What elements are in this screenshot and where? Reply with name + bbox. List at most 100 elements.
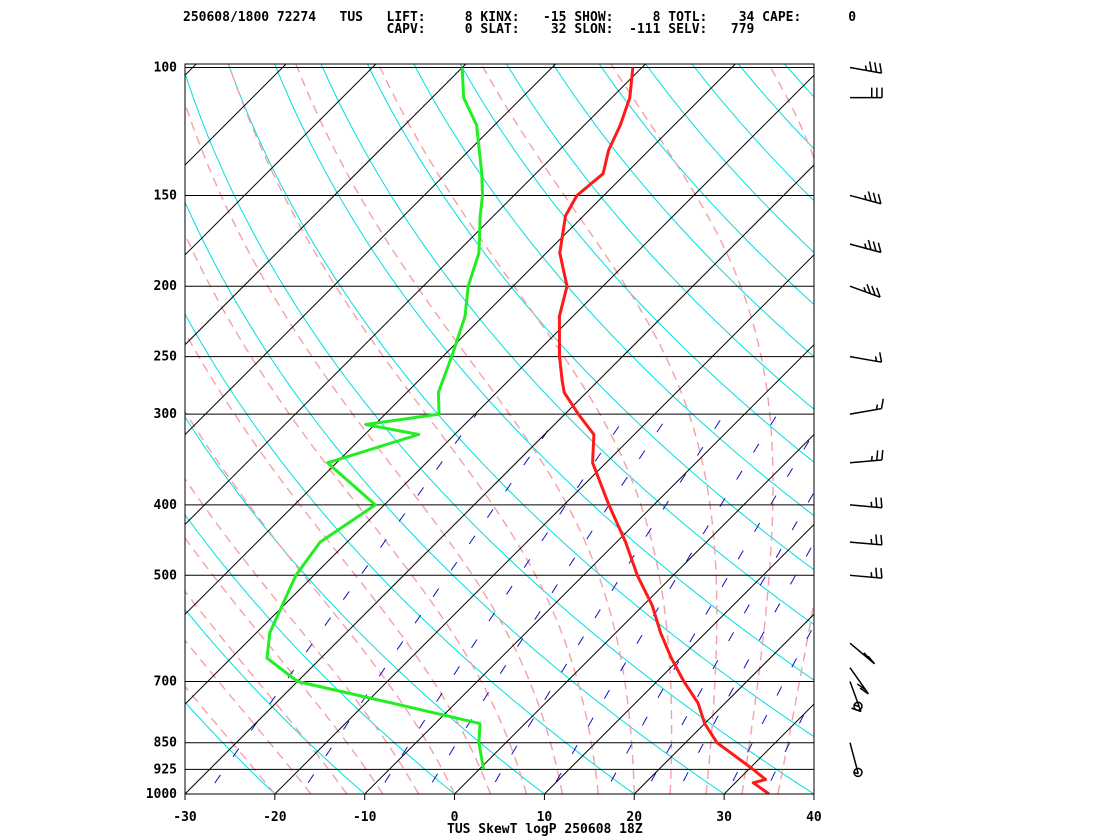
isotherm	[543, 523, 814, 794]
dry-adiabat	[185, 793, 186, 794]
dry-adiabat	[185, 701, 276, 794]
temperature-tick-label: -30	[173, 810, 197, 825]
dry-adiabat	[227, 64, 814, 738]
moist-adiabat	[377, 64, 673, 794]
temperature-tick-label: -10	[353, 810, 377, 825]
moist-adiabat	[767, 64, 814, 794]
temperature-tick-label: 20	[626, 810, 642, 825]
isotherm	[185, 64, 647, 526]
wind-barb	[849, 239, 882, 254]
pressure-tick-label: 500	[154, 568, 178, 583]
mixing-ratio-line	[300, 413, 560, 794]
dry-adiabat	[552, 64, 814, 358]
temperature-tick-label: -20	[263, 810, 287, 825]
isotherm	[185, 64, 197, 76]
dewpoint-trace	[265, 67, 486, 770]
dry-adiabat	[320, 64, 814, 626]
isotherm	[453, 433, 814, 794]
isotherm	[185, 64, 557, 436]
dry-adiabat	[911, 51, 1120, 809]
pressure-tick-label: 400	[154, 498, 178, 513]
moist-adiabat	[480, 64, 718, 794]
isotherm	[813, 793, 814, 794]
header-line-1: 250608/1800 72274 TUS LIFT: 8 KINX: -15 …	[183, 10, 857, 25]
moist-adiabat	[610, 64, 774, 794]
wind-barb	[849, 61, 883, 74]
wind-barb	[849, 398, 884, 415]
mixing-ratio-line	[763, 693, 814, 794]
pressure-tick-label: 925	[154, 762, 177, 777]
pressure-tick-label: 1000	[146, 787, 177, 802]
dry-adiabat	[413, 64, 814, 517]
moist-adiabat	[185, 330, 492, 794]
dry-adiabat	[185, 416, 546, 794]
moist-adiabat	[185, 232, 528, 794]
pressure-tick-label: 850	[154, 736, 178, 751]
chart-title: TUS SkewT logP 250608 18Z	[447, 822, 643, 837]
dry-adiabat	[866, 51, 1120, 809]
isotherm	[185, 64, 287, 166]
dry-adiabat	[645, 64, 814, 254]
pressure-tick-label: 200	[154, 279, 178, 294]
pressure-tick-label: 100	[154, 61, 178, 76]
temperature-tick-label: 40	[806, 810, 822, 825]
mixing-ratio-line	[676, 541, 814, 794]
pressure-tick-label: 150	[154, 188, 178, 203]
temperature-tick-label: 0	[451, 810, 459, 825]
wind-barb	[853, 701, 863, 711]
dry-adiabat	[185, 200, 725, 794]
wind-barb	[849, 497, 883, 509]
dry-adiabat	[505, 64, 814, 410]
isotherm	[0, 51, 119, 809]
dry-adiabat	[784, 64, 814, 98]
wind-barb	[849, 352, 883, 363]
temperature-trace	[557, 67, 770, 794]
header-line-2: CAPV: 0 SLAT: 32 SLON: -111 SELV: 779	[183, 22, 755, 37]
mixing-ratio-line	[643, 491, 814, 794]
dry-adiabat	[185, 608, 366, 794]
dry-adiabat	[185, 71, 814, 794]
mixing-ratio-line	[725, 624, 814, 794]
pressure-tick-label: 300	[154, 407, 178, 422]
dry-adiabat	[274, 64, 814, 681]
dry-adiabat	[185, 514, 456, 794]
dry-adiabat	[459, 64, 814, 463]
isotherm	[363, 343, 814, 794]
isotherm	[274, 254, 814, 794]
dry-adiabat	[185, 312, 636, 794]
isotherm	[185, 64, 467, 346]
wind-barb	[849, 534, 883, 546]
wind-barb	[853, 767, 863, 778]
wind-barb	[849, 191, 882, 205]
dry-adiabat	[366, 64, 814, 571]
temperature-tick-label: 30	[716, 810, 732, 825]
isotherm	[185, 64, 377, 256]
dry-adiabat	[820, 51, 1120, 809]
dry-adiabat	[691, 64, 814, 202]
wind-barb	[849, 642, 876, 665]
plot-frame	[184, 63, 815, 795]
wind-barb	[850, 87, 883, 99]
dry-adiabat	[737, 64, 814, 150]
isotherm	[0, 51, 29, 809]
moist-adiabat	[813, 790, 814, 794]
pressure-tick-label: 700	[154, 674, 178, 689]
wind-barb	[849, 284, 881, 298]
mixing-ratio-line	[548, 413, 778, 794]
isotherm	[185, 164, 814, 794]
moist-adiabat	[185, 101, 564, 794]
temperature-tick-label: 10	[537, 810, 553, 825]
mixing-ratio-line	[603, 431, 814, 794]
mixing-ratio-line	[487, 413, 725, 794]
isotherm	[633, 613, 814, 794]
isotherm	[723, 703, 814, 794]
isotherm	[185, 74, 814, 705]
isotherm	[185, 64, 737, 616]
pressure-tick-label: 250	[154, 350, 178, 365]
wind-barb	[849, 667, 869, 695]
mixing-ratio-line	[424, 413, 670, 794]
moist-adiabat	[185, 410, 456, 794]
mixing-ratio-line	[206, 413, 477, 794]
wind-barb	[849, 567, 883, 579]
